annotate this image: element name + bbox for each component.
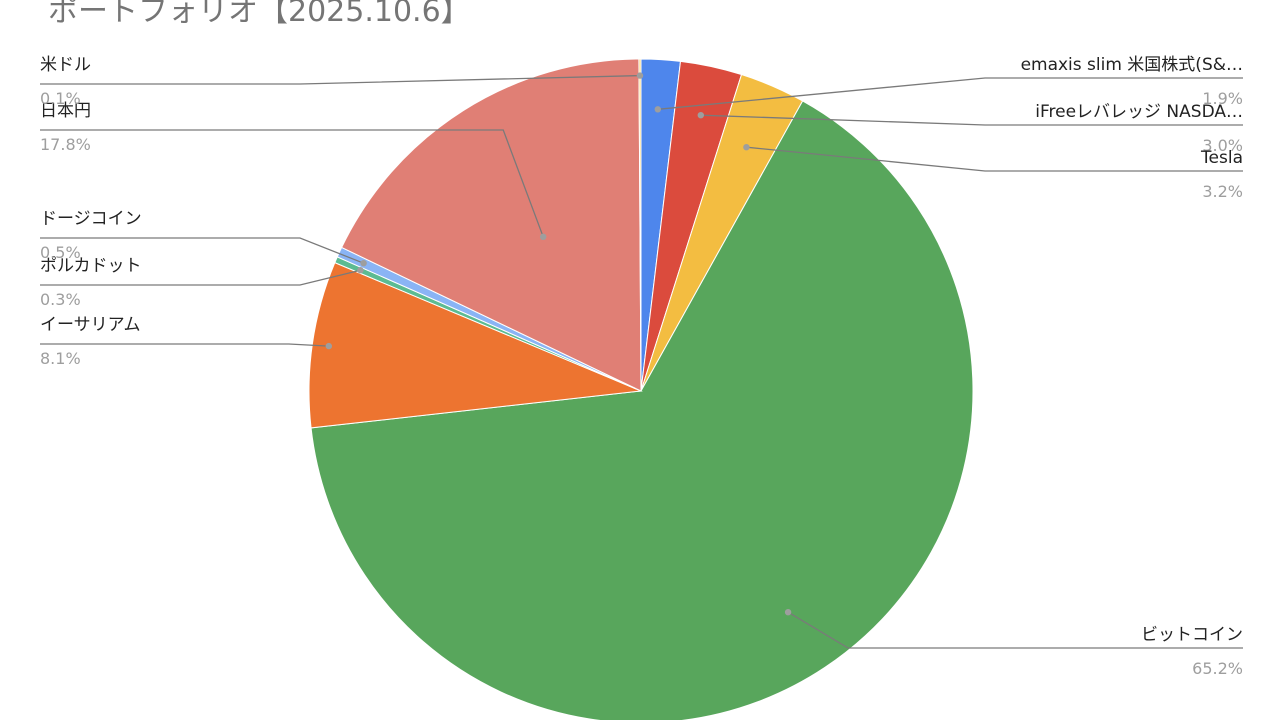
- slice-percent: 0.3%: [40, 290, 81, 309]
- slice-label: 米ドル: [40, 55, 91, 75]
- leader-dot: [654, 106, 661, 113]
- leader-line: [700, 114, 1243, 126]
- leader-line: [40, 269, 361, 286]
- pie-labels: emaxis slim 米国株式(S&… 1.9%iFreeレバレッジ NASDA…: [40, 55, 1243, 678]
- slice-label: ドージコイン: [40, 209, 142, 229]
- leader-line: [746, 146, 1243, 172]
- leader-dot: [697, 112, 704, 119]
- slice-label: イーサリアム: [40, 315, 140, 335]
- slice-percent: 1.9%: [1202, 89, 1243, 108]
- leader-line: [40, 343, 329, 347]
- leader-dot: [357, 267, 364, 274]
- slice-label: 日本円: [40, 101, 91, 121]
- slice-label: ビットコイン: [1141, 625, 1243, 645]
- slice-percent: 3.2%: [1202, 182, 1243, 201]
- leader-dot: [360, 260, 367, 267]
- pie-slice: [340, 58, 642, 392]
- pie-slice: [310, 100, 974, 720]
- leader-line: [40, 129, 544, 238]
- slice-label: iFreeレバレッジ NASDA…: [1035, 102, 1243, 122]
- slice-percent: 3.0%: [1202, 136, 1243, 155]
- pie-slice: [638, 58, 642, 392]
- slice-label: ポルカドット: [40, 256, 142, 276]
- leader-line: [657, 77, 1243, 110]
- slice-percent: 0.1%: [40, 89, 81, 108]
- slice-label: emaxis slim 米国株式(S&…: [1021, 55, 1243, 75]
- pie-slices: [308, 58, 974, 720]
- leader-line: [40, 74, 641, 85]
- slice-percent: 0.5%: [40, 243, 81, 262]
- leader-line: [40, 237, 364, 264]
- leader-dot: [636, 72, 644, 79]
- slice-percent: 8.1%: [40, 349, 81, 368]
- pie-slice: [308, 261, 643, 429]
- leader-dot: [540, 233, 547, 240]
- slice-percent: 17.8%: [40, 135, 91, 154]
- leader-line: [787, 611, 1243, 649]
- leader-dot: [743, 144, 750, 151]
- slice-percent: 65.2%: [1192, 659, 1243, 678]
- leader-dot: [325, 342, 332, 350]
- slice-label: Tesla: [1200, 148, 1243, 168]
- leader-dot: [784, 609, 792, 616]
- chart-title: ポートフォリオ【2025.10.6】: [48, 0, 471, 29]
